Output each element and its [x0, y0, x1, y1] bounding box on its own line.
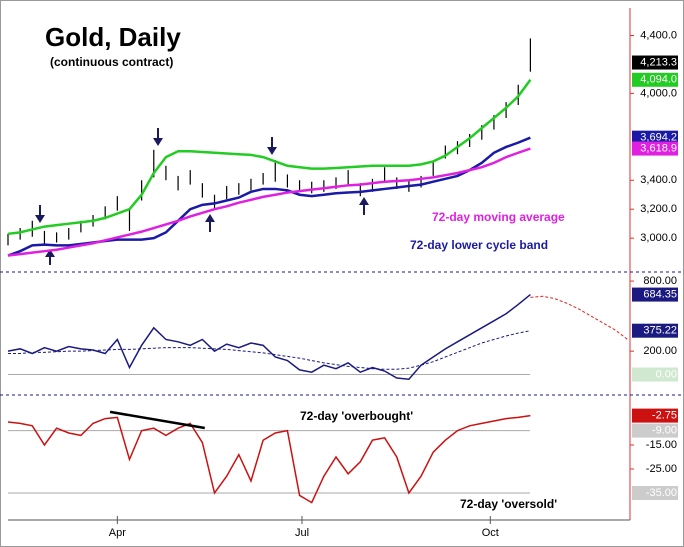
y-tick-label: 4,000.0: [640, 87, 677, 99]
value-box-label: 4,094.0: [640, 74, 677, 86]
value-box-label: 375.22: [643, 325, 677, 337]
series-line: [7, 147, 531, 257]
x-tick-label: Oct: [482, 527, 499, 539]
y-tick-label: -15.00: [646, 439, 677, 451]
value-box: [632, 130, 678, 145]
value-box: [632, 72, 678, 87]
value-box: [632, 141, 678, 156]
value-box: [632, 323, 678, 338]
x-tick-label: Apr: [109, 527, 126, 539]
reference-label: -35.00: [646, 487, 677, 499]
chart-subtitle: (continuous contract): [50, 55, 173, 69]
reference-box: [632, 367, 678, 382]
y-tick-label: 3,000.0: [640, 232, 677, 244]
y-tick-label: 4,400.0: [640, 29, 677, 41]
series-line: [7, 79, 532, 236]
value-box-label: -2.75: [652, 410, 677, 422]
value-box-label: 684.35: [643, 288, 677, 300]
series-line: [8, 330, 531, 370]
value-box-label: 4,213.3: [640, 56, 677, 68]
value-box: [632, 287, 678, 302]
value-box: [632, 408, 678, 423]
reference-box: [632, 423, 678, 438]
reference-box: [632, 486, 678, 500]
reference-text: 72-day 'oversold': [460, 497, 557, 511]
reference-label: 0.00: [656, 368, 677, 380]
y-tick-label: 3,200.0: [640, 203, 677, 215]
series-line: [7, 414, 531, 504]
arrows: [35, 128, 369, 265]
value-box-label: 3,694.2: [640, 132, 677, 144]
x-tick-label: Jul: [295, 527, 309, 539]
y-tick-label: -25.00: [646, 463, 677, 475]
series-line: [530, 295, 628, 340]
chart-title: Gold, Daily: [45, 22, 181, 52]
y-tick-label: 800.00: [643, 275, 677, 287]
series-annotation: 72-day lower cycle band: [410, 238, 548, 252]
y-tick-label: 200.00: [643, 345, 677, 357]
series-annotation: 72-day moving average: [432, 210, 565, 224]
y-tick-label: 3,400.0: [640, 174, 677, 186]
reference-text: 72-day 'overbought': [300, 409, 413, 423]
value-box: [632, 55, 678, 70]
value-box-label: 3,618.9: [640, 142, 677, 154]
trendline: [109, 410, 206, 430]
reference-label: -9.00: [652, 425, 677, 437]
